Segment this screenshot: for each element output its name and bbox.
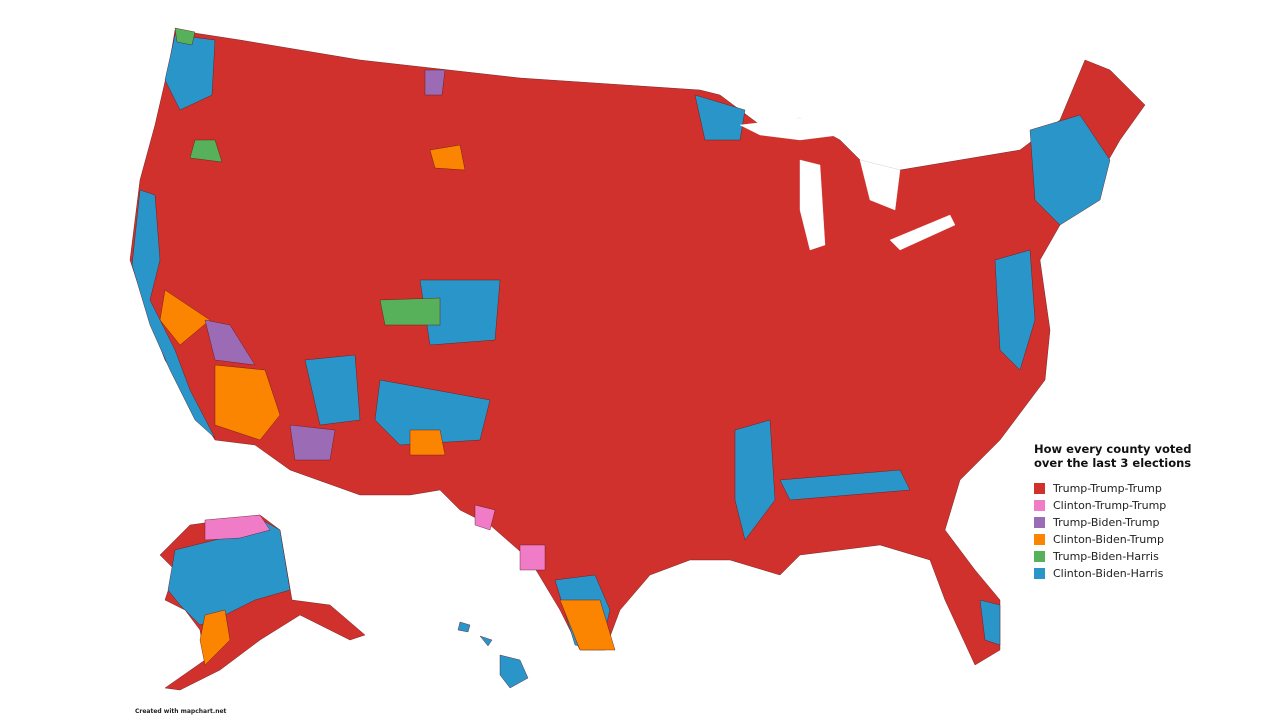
california-orange [214, 364, 281, 441]
alaska-north [204, 514, 271, 541]
legend-label: Clinton-Trump-Trump [1053, 499, 1167, 512]
texas-orange [559, 599, 616, 651]
legend-swatch [1034, 534, 1045, 545]
legend-swatch [1034, 568, 1045, 579]
legend-swatch [1034, 483, 1045, 494]
arizona-purple [289, 424, 336, 461]
montana-purple [424, 69, 446, 96]
legend-item: Clinton-Trump-Trump [1034, 497, 1224, 514]
legend-label: Clinton-Biden-Harris [1053, 567, 1164, 580]
florida-blue [979, 599, 1001, 646]
legend-item: Trump-Biden-Trump [1034, 514, 1224, 531]
legend-item: Clinton-Biden-Trump [1034, 531, 1224, 548]
legend-swatch [1034, 517, 1045, 528]
nm-orange [409, 429, 446, 456]
map-regions [129, 27, 1146, 691]
lake-huron [859, 159, 901, 211]
colorado-green [379, 297, 441, 326]
west-coast [131, 189, 216, 439]
credit: Created with mapchart.net [135, 708, 227, 715]
legend-title: How every county voted over the last 3 e… [1034, 442, 1192, 470]
legend-item: Trump-Biden-Harris [1034, 548, 1224, 565]
washington-west [164, 34, 216, 111]
legend-swatch [1034, 500, 1045, 511]
washington-green [174, 27, 196, 46]
alaska-south [199, 609, 231, 666]
legend-item: Clinton-Biden-Harris [1034, 565, 1224, 582]
west-texas-pink [474, 504, 496, 531]
legend-label: Clinton-Biden-Trump [1053, 533, 1164, 546]
delta-blue [734, 419, 776, 541]
northeast-blue [1029, 114, 1111, 226]
hawaii [457, 621, 529, 689]
legend-items: Trump-Trump-Trump Clinton-Trump-Trump Trum… [1034, 480, 1224, 582]
arizona-blue [304, 354, 361, 426]
lake-erie [889, 214, 956, 251]
texas-pink [519, 544, 546, 571]
lake-michigan [799, 159, 826, 251]
nevada-orange [159, 289, 211, 346]
legend-label: Trump-Biden-Harris [1053, 550, 1159, 563]
legend-item: Trump-Trump-Trump [1034, 480, 1224, 497]
nevada-purple [204, 319, 256, 366]
atlantic-blue [994, 249, 1036, 371]
oregon-green [189, 139, 223, 163]
montana-orange [429, 144, 466, 171]
lake-superior [739, 117, 841, 141]
legend-label: Trump-Trump-Trump [1053, 482, 1162, 495]
minnesota-blue [694, 94, 746, 141]
legend-swatch [1034, 551, 1045, 562]
legend: How every county voted over the last 3 e… [1034, 442, 1224, 582]
blackbelt-blue [779, 469, 911, 501]
legend-label: Trump-Biden-Trump [1053, 516, 1160, 529]
